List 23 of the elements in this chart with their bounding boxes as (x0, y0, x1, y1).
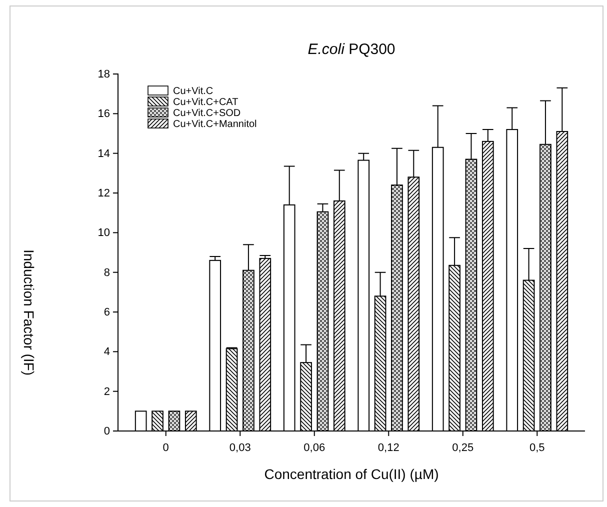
y-tick-label: 18 (98, 68, 110, 81)
x-axis-title: Concentration of Cu(II) (µM) (264, 466, 439, 482)
x-tick-label: 0,03 (229, 442, 251, 454)
y-tick-label: 0 (104, 426, 110, 438)
x-tick-label: 0,5 (529, 442, 545, 454)
legend-label: Cu+Vit.C+Mannitol (173, 119, 257, 130)
y-tick-label: 16 (98, 108, 110, 120)
x-tick-label: 0 (162, 442, 169, 454)
x-tick-label: 0,25 (452, 442, 474, 454)
y-tick-label: 12 (98, 188, 110, 200)
y-tick-label: 6 (104, 306, 110, 319)
x-tick-label: 0,12 (378, 442, 400, 454)
legend-label: Cu+Vit.C (173, 86, 214, 97)
y-tick-label: 2 (104, 386, 110, 398)
y-tick-label: 14 (98, 148, 110, 160)
x-tick-label: 0,06 (304, 442, 326, 454)
y-axis-title: Induction Factor (IF) (21, 249, 37, 376)
y-tick-label: 8 (104, 266, 110, 279)
legend-label: Cu+Vit.C+SOD (173, 108, 241, 119)
y-tick-label: 4 (104, 346, 110, 358)
chart-title: E.coli PQ300 (308, 41, 396, 58)
y-tick-label: 10 (98, 227, 110, 240)
legend-label: Cu+Vit.C+CAT (173, 97, 238, 108)
